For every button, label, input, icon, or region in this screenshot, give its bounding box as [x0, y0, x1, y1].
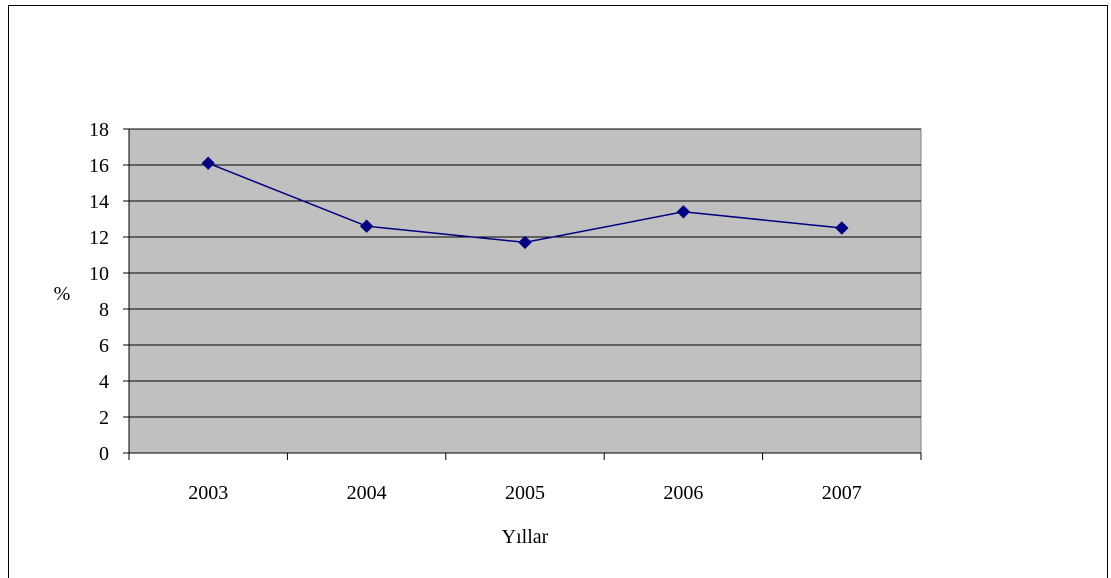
y-tick-label: 0	[99, 443, 109, 465]
y-tick-label: 4	[99, 371, 109, 393]
y-axis-title: %	[54, 283, 71, 305]
series	[201, 156, 849, 250]
x-tick-label: 2004	[347, 482, 387, 504]
data-point	[835, 221, 849, 235]
x-tick-label: 2006	[663, 482, 703, 504]
data-point	[201, 156, 215, 170]
data-point	[676, 205, 691, 219]
gridlines	[129, 128, 921, 418]
y-tick-labels: 0 2 4 6 8 10 12 14 16 18	[89, 119, 109, 465]
axes	[123, 128, 922, 460]
x-tick-label: 2005	[505, 482, 545, 504]
y-tick-label: 16	[89, 155, 109, 177]
y-tick-label: 10	[89, 263, 109, 285]
x-tick-label: 2003	[188, 482, 228, 504]
y-tick-label: 2	[99, 407, 109, 429]
y-tick-label: 12	[89, 227, 109, 249]
y-tick-label: 6	[99, 335, 109, 357]
data-point	[359, 219, 374, 233]
x-tick-label: 2007	[822, 482, 862, 504]
x-axis-title: Yıllar	[502, 526, 549, 548]
plot-area	[128, 128, 922, 454]
y-tick-label: 14	[89, 191, 109, 213]
y-tick-label: 18	[89, 119, 109, 141]
data-point	[518, 235, 532, 250]
y-tick-label: 8	[99, 299, 109, 321]
x-tick-labels: 2003 2004 2005 2006 2007	[188, 482, 862, 504]
